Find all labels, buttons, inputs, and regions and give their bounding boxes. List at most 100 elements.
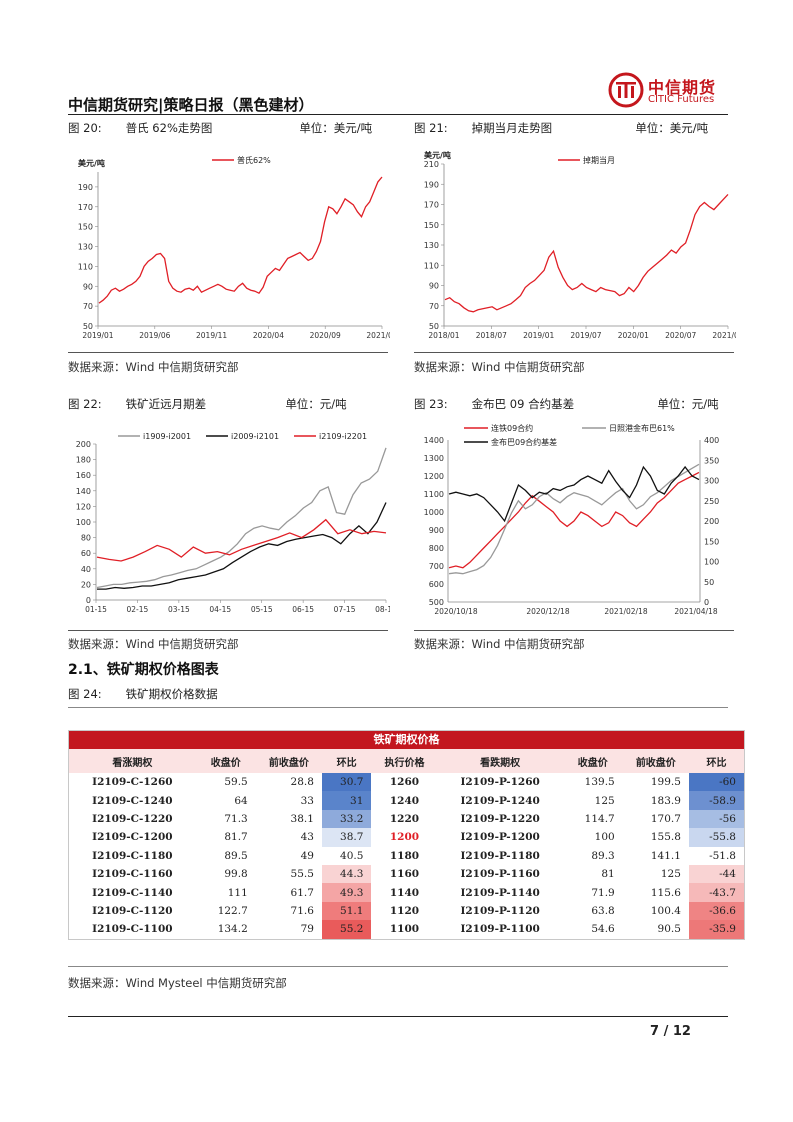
table-cell: -44 (688, 864, 744, 884)
y-axis-title: 美元/吨 (78, 158, 105, 168)
table-row: I2109-C-1100 134.2 79 55.2 1100 I2109-P-1100 5… (69, 920, 744, 939)
fig22-header: 图 22: 铁矿近远月期差 单位：元/吨 (68, 396, 388, 412)
fig22-source: 数据来源：Wind 中信期货研究部 (68, 637, 239, 651)
x-tick-label: 2019/01 (82, 331, 113, 340)
table-cell: 1240 (389, 794, 420, 807)
fig24-label: 图 24: (68, 687, 102, 701)
fig22-unit: 单位：元/吨 (285, 397, 347, 411)
fig23-rule (414, 630, 734, 631)
table-cell: 1120 (389, 904, 420, 917)
logo-en: CITIC Futures (648, 94, 715, 105)
legend-label-0: 普氏62% (237, 155, 271, 165)
table-cell: 79 (300, 923, 314, 936)
legend-label-1: i2009-i2101 (231, 432, 279, 441)
fig22-label: 图 22: (68, 397, 102, 411)
y-tick-label: 210 (424, 160, 439, 169)
table-cell: I2109-P-1100 (460, 923, 540, 936)
table-cell: 139.5 (584, 776, 615, 789)
chart-fig23: 500 600 700 800 900 1000 1100 1200 1300 1400 0 50 10… (424, 423, 720, 616)
table-cell: 170.7 (650, 812, 681, 825)
fig22-rule (68, 630, 388, 631)
y-tick-label-left: 1100 (424, 490, 444, 499)
x-tick-label: 2019/06 (139, 331, 170, 340)
table-cell: 114.7 (584, 812, 615, 825)
table-cell: 89.5 (224, 849, 248, 862)
table-row: I2109-C-1240 64 33 31 1240 I2109-P-1240 125 183… (69, 791, 744, 810)
series-line-0 (98, 176, 383, 304)
fig23-unit: 单位：元/吨 (657, 397, 719, 411)
table-cell: 100.4 (650, 904, 681, 917)
x-tick-label: 2021/04/18 (674, 607, 717, 616)
series-line-1 (97, 502, 387, 590)
table-cell: -36.6 (688, 901, 744, 921)
y-tick-label: 0 (86, 596, 91, 605)
y-tick-label: 120 (76, 502, 91, 511)
table-cell: I2109-P-1240 (460, 794, 540, 807)
fig23-title: 金布巴 09 合约基差 (471, 397, 575, 411)
y-tick-label-right: 200 (704, 517, 719, 526)
table-cell: 125 (660, 868, 681, 881)
legend-label-1: 日照港金布巴61% (609, 423, 675, 433)
y-tick-label: 60 (81, 549, 91, 558)
table-cell: 90.5 (657, 923, 681, 936)
y-tick-label: 160 (76, 471, 91, 480)
x-tick-label: 04-15 (209, 605, 231, 614)
table-cell: I2109-C-1160 (92, 868, 173, 881)
y-tick-label-right: 150 (704, 537, 719, 546)
table-header-0: 看涨期权 (69, 749, 196, 773)
table-cell: I2109-C-1260 (92, 776, 173, 789)
y-tick-label: 110 (424, 261, 439, 270)
fig21-unit: 单位：美元/吨 (635, 121, 709, 135)
y-axis-title: 美元/吨 (424, 150, 451, 160)
y-tick-label: 150 (424, 221, 439, 230)
series-line-0 (448, 471, 700, 569)
table-cell: 115.6 (650, 886, 681, 899)
series-line-2 (448, 465, 700, 523)
y-tick-label: 140 (76, 487, 91, 496)
x-tick-label: 2019/07 (570, 331, 601, 340)
table-row: I2109-C-1140 111 61.7 49.3 1140 I2109-P-1140 7… (69, 883, 744, 902)
table-cell: 30.7 (321, 773, 372, 792)
y-tick-label-right: 250 (704, 497, 719, 506)
table-cell: 89.3 (591, 849, 615, 862)
fig24-rule (68, 707, 728, 708)
table-cell: 38.1 (290, 812, 314, 825)
y-tick-label: 90 (83, 282, 93, 291)
table-cell: 61.7 (290, 886, 314, 899)
table-cell: I2109-C-1120 (92, 904, 173, 917)
legend-label-2: 金布巴09合约基差 (491, 437, 557, 447)
y-tick-label: 50 (429, 322, 439, 331)
y-tick-label-right: 300 (704, 477, 719, 486)
table-cell: I2109-P-1140 (460, 886, 540, 899)
x-tick-label: 2019/11 (196, 331, 227, 340)
table-cell: I2109-P-1120 (460, 904, 540, 917)
x-tick-label: 2020/01 (618, 331, 649, 340)
fig23-label: 图 23: (414, 397, 448, 411)
header-rule (68, 114, 728, 115)
x-tick-label: 2020/10/18 (434, 607, 477, 616)
table-cell: -51.8 (688, 846, 744, 865)
y-tick-label: 170 (424, 201, 439, 210)
table-cell: -58.9 (688, 791, 744, 810)
table-cell: I2109-C-1140 (92, 886, 173, 899)
table-cell: 81 (601, 868, 615, 881)
chart-fig20: 50 70 90 110 130 150 170 190 2019/01 2019/06 2019/… (78, 155, 390, 340)
table-cell: 64 (234, 794, 248, 807)
table-header-2: 前收盘价 (255, 749, 322, 773)
fig21-title: 掉期当月走势图 (471, 121, 553, 135)
table-cell: I2109-P-1180 (460, 849, 540, 862)
table-cell: 63.8 (591, 904, 615, 917)
table-cell: 1200 (389, 831, 420, 844)
table-header-6: 收盘价 (562, 749, 623, 773)
table-cell: 71.9 (591, 886, 615, 899)
fig20-rule (68, 352, 388, 353)
fig23-source: 数据来源：Wind 中信期货研究部 (414, 637, 585, 651)
table-header-3: 环比 (321, 749, 372, 773)
page-number: 7 / 12 (650, 1024, 691, 1039)
y-tick-label: 80 (81, 534, 91, 543)
y-tick-label: 50 (83, 322, 93, 331)
y-tick-label-left: 900 (429, 526, 444, 535)
y-tick-label: 100 (76, 518, 91, 527)
table-cell: I2109-P-1260 (460, 776, 540, 789)
table-cell: -35.9 (688, 920, 744, 939)
